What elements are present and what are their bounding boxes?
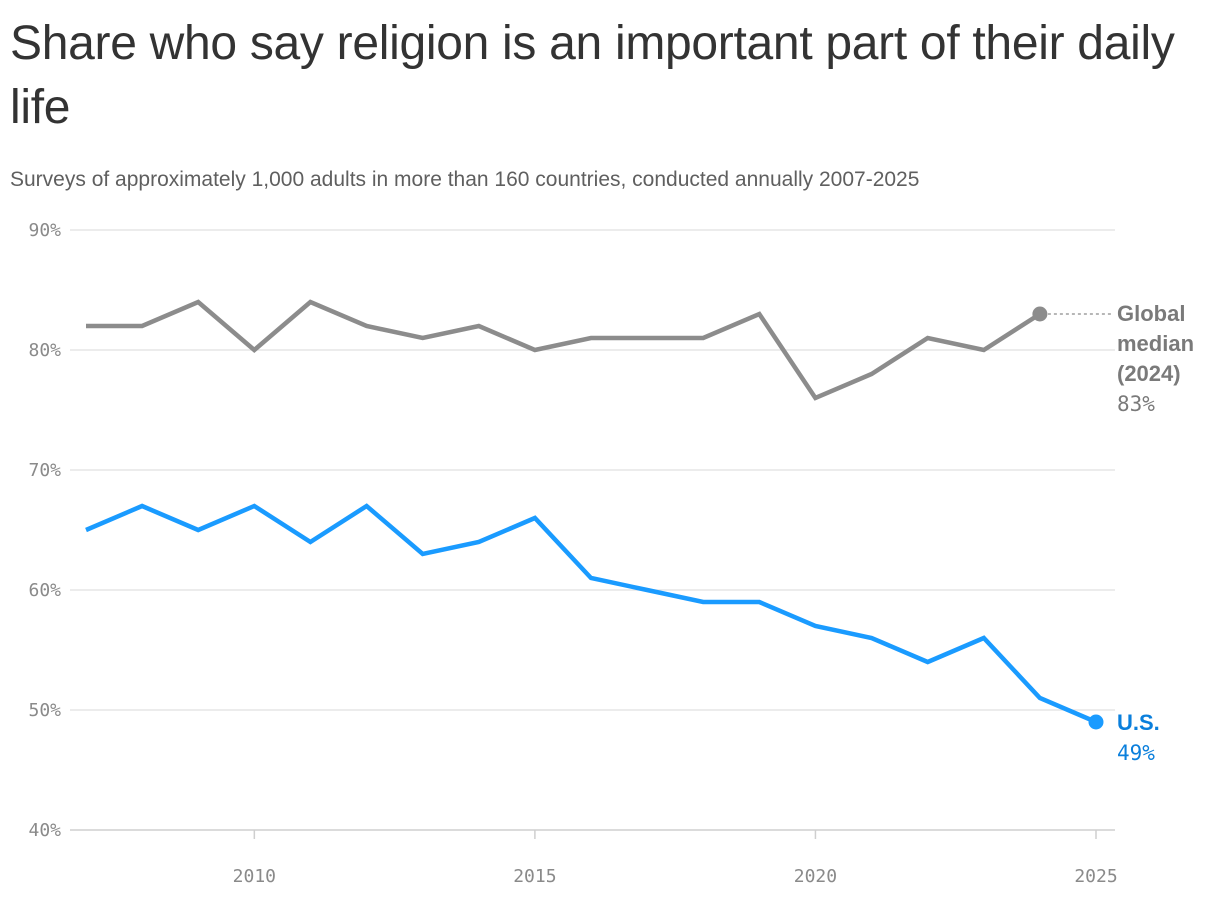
x-tick-label: 2015 <box>513 866 556 887</box>
y-tick-label: 40% <box>28 820 61 841</box>
gridlines <box>70 229 1115 831</box>
us-series-line <box>85 503 1097 725</box>
global-value-label: 83% <box>1117 392 1155 416</box>
us-value-label: 49% <box>1117 741 1155 765</box>
y-tick-label: 80% <box>28 340 61 361</box>
y-axis: 40% 50% 60% 70% 80% 90% <box>28 220 61 841</box>
global-series-line <box>86 299 1042 401</box>
series-labels: Global median (2024) 83% U.S. 49% <box>1047 301 1194 765</box>
y-tick-label: 50% <box>28 700 61 721</box>
y-tick-label: 60% <box>28 580 61 601</box>
x-tick-label: 2020 <box>794 866 837 887</box>
us-series-label: U.S. <box>1117 710 1160 735</box>
chart-title: Share who say religion is an important p… <box>10 17 1175 134</box>
y-tick-label: 70% <box>28 460 61 481</box>
us-endpoint-marker <box>1088 714 1104 730</box>
global-series-label: Global <box>1117 301 1185 326</box>
series-lines <box>85 299 1104 730</box>
global-endpoint-marker <box>1032 306 1048 322</box>
chart-subtitle: Surveys of approximately 1,000 adults in… <box>10 168 920 191</box>
global-series-label: (2024) <box>1117 361 1181 386</box>
global-series-label: median <box>1117 331 1194 356</box>
x-tick-label: 2025 <box>1074 866 1117 887</box>
x-tick-label: 2010 <box>233 866 276 887</box>
x-axis: 2010 2015 2020 2025 <box>233 830 1118 887</box>
y-tick-label: 90% <box>28 220 61 241</box>
